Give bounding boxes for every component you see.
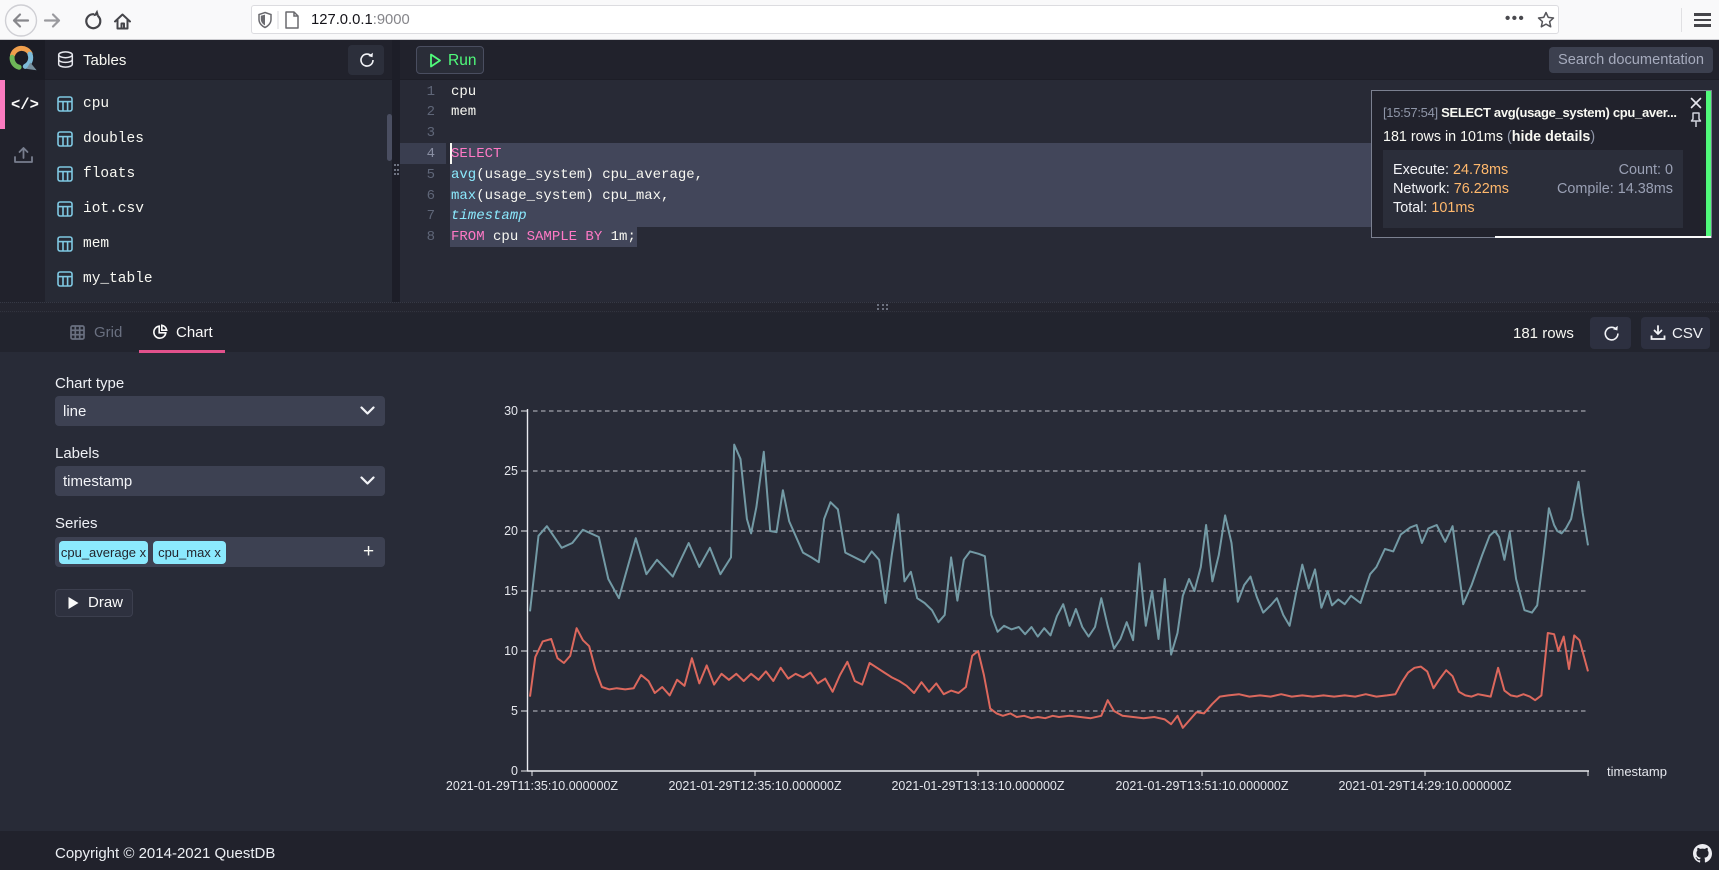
svg-text:2021-01-29T12:35:10.000000Z: 2021-01-29T12:35:10.000000Z [668, 779, 841, 793]
svg-text:2021-01-29T14:29:10.000000Z: 2021-01-29T14:29:10.000000Z [1338, 779, 1511, 793]
svg-text:15: 15 [504, 584, 518, 598]
svg-text:5: 5 [511, 704, 518, 718]
svg-text:0: 0 [511, 764, 518, 778]
svg-text:10: 10 [504, 644, 518, 658]
svg-text:30: 30 [504, 404, 518, 418]
svg-text:2021-01-29T11:35:10.000000Z: 2021-01-29T11:35:10.000000Z [446, 779, 618, 793]
svg-text:2021-01-29T13:51:10.000000Z: 2021-01-29T13:51:10.000000Z [1115, 779, 1288, 793]
svg-text:20: 20 [504, 524, 518, 538]
svg-text:25: 25 [504, 464, 518, 478]
svg-text:2021-01-29T13:13:10.000000Z: 2021-01-29T13:13:10.000000Z [891, 779, 1064, 793]
svg-text:timestamp: timestamp [1607, 764, 1667, 779]
